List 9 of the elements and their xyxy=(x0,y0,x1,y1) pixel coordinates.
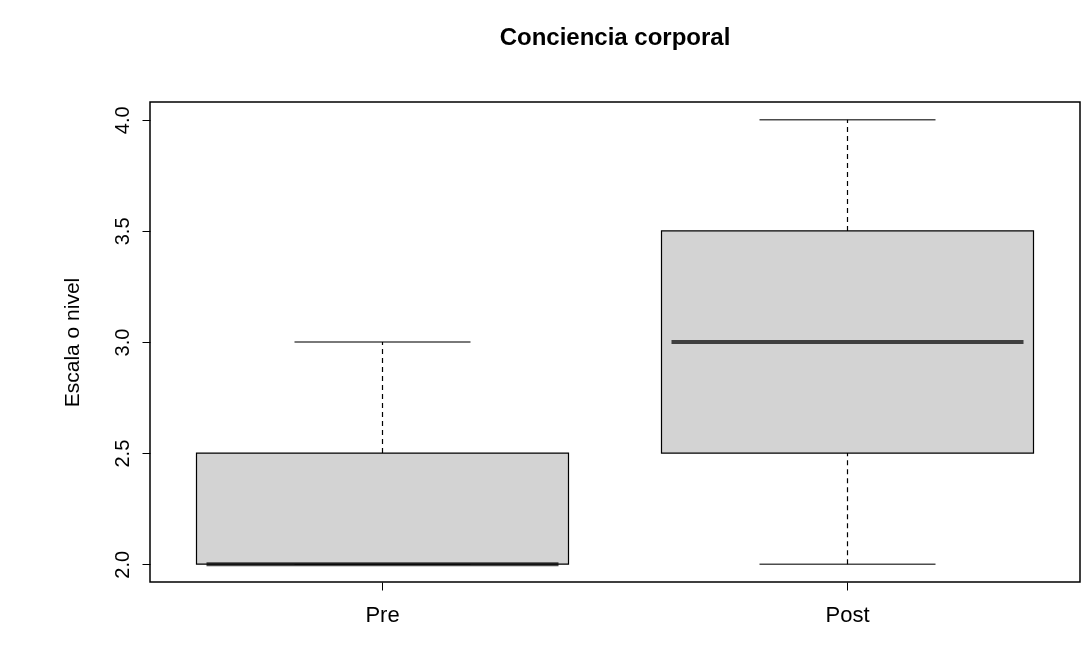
y-tick-label: 3.0 xyxy=(110,328,133,357)
y-axis-title: Escala o nivel xyxy=(59,277,83,408)
y-tick-label: 2.0 xyxy=(110,550,133,579)
y-tick-label: 4.0 xyxy=(110,106,133,135)
y-tick-label: 3.5 xyxy=(110,217,133,246)
y-tick-label: 2.5 xyxy=(110,439,133,468)
x-tick-label: Post xyxy=(825,601,870,627)
x-tick-label: Pre xyxy=(365,601,400,627)
chart-title: Conciencia corporal xyxy=(499,23,731,50)
